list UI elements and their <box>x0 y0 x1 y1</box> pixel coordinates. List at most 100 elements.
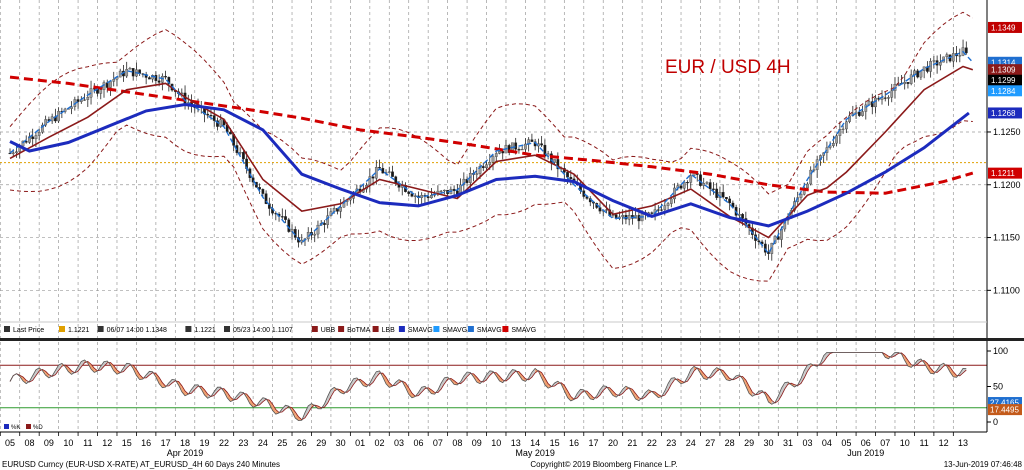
candle-body <box>164 76 167 78</box>
legend-swatch <box>4 326 10 332</box>
oscillator-tick-label: 50 <box>993 382 1003 392</box>
date-tick-label: 25 <box>277 438 287 448</box>
candle-body <box>280 216 284 218</box>
oscillator-fill <box>204 389 208 399</box>
price-tag-label: 1.1211 <box>991 169 1015 178</box>
candle-body <box>656 209 660 211</box>
candle-body <box>407 191 411 194</box>
oscillator-tag-box <box>988 397 1022 409</box>
oscillator-fill <box>408 387 412 398</box>
oscillator-fill <box>236 392 241 400</box>
oscillator-fill <box>800 370 805 384</box>
candle-body <box>621 215 625 218</box>
candle-body <box>870 101 874 108</box>
oscillator-fill <box>168 379 173 386</box>
candle-body <box>452 188 456 191</box>
candle-body <box>958 55 962 57</box>
oscillator-fill <box>22 377 27 384</box>
candle-body <box>394 176 398 184</box>
date-tick-label: 23 <box>238 438 248 448</box>
date-tick-label: 07 <box>880 438 890 448</box>
oscillator-fill <box>249 397 254 408</box>
candle-body <box>540 143 543 146</box>
month-labels: Apr 2019 May 2019 Jun 2019 <box>167 448 885 458</box>
oscillator-tag-label: 17.4495 <box>990 406 1019 415</box>
oscillator-fill <box>778 388 782 401</box>
oscillator-fill <box>100 361 105 370</box>
oscillator-fill <box>587 391 591 399</box>
oscillator-fill <box>554 381 558 386</box>
bollinger-upper-band <box>9 11 974 195</box>
oscillator-fill <box>81 359 85 367</box>
candle-body <box>491 156 495 163</box>
legend-swatch <box>97 326 104 332</box>
candle-body <box>530 139 534 142</box>
candle-body <box>738 214 741 216</box>
horizontal-grid <box>0 131 987 291</box>
price-tag-box <box>988 85 1022 97</box>
oscillator-fill <box>58 363 62 371</box>
candle-body <box>660 209 663 211</box>
oscillator-fill <box>214 387 218 396</box>
oscillator-fill <box>227 392 231 402</box>
date-tick-label: 31 <box>783 438 793 448</box>
date-tick-label: 24 <box>258 438 268 448</box>
candle-body <box>822 152 826 156</box>
oscillator-fill <box>473 373 477 383</box>
price-tag-label: 1.1309 <box>991 66 1016 75</box>
candle-body <box>712 188 715 190</box>
date-tick-label: 27 <box>705 438 715 448</box>
candle-body <box>41 124 44 133</box>
panel-divider <box>0 338 1024 341</box>
price-tick-label: 1.1100 <box>993 285 1020 295</box>
chart-title: EUR / USD 4H <box>665 57 791 78</box>
date-tick-label: 19 <box>199 438 209 448</box>
oscillator-fill <box>107 361 111 366</box>
date-tick-label: 12 <box>102 438 112 448</box>
legend-swatch <box>311 326 318 332</box>
date-tick-label: 30 <box>764 438 774 448</box>
candle-body <box>339 207 343 212</box>
candle-body <box>439 190 443 192</box>
date-tick-label: 03 <box>394 438 404 448</box>
candle-body <box>264 193 268 204</box>
footer-right: 13-Jun-2019 07:46:48 <box>944 460 1023 469</box>
oscillator-fill <box>136 369 140 380</box>
candle-body <box>34 135 38 140</box>
date-tick-label: 21 <box>627 438 637 448</box>
candle-body <box>663 205 667 210</box>
date-tick-label: 30 <box>336 438 346 448</box>
date-tick-label: 11 <box>83 438 92 448</box>
price-tag-box <box>988 167 1022 179</box>
legend-swatch <box>59 326 65 332</box>
legend-label: SMAVG <box>477 327 502 334</box>
oscillator-fill <box>541 372 545 385</box>
candle-body <box>725 196 728 200</box>
candle-body <box>767 252 770 254</box>
oscillator-fill <box>823 352 827 362</box>
stoch-k-line <box>9 351 967 422</box>
candle-body <box>517 149 521 151</box>
candle-body <box>666 203 670 206</box>
candle-body <box>776 236 780 240</box>
oscillator-fill <box>395 379 399 386</box>
candle-body <box>219 119 223 127</box>
month-label: Apr 2019 <box>167 448 204 458</box>
oscillator-fill <box>68 367 72 375</box>
candle-body <box>209 115 213 117</box>
date-tick-label: 07 <box>433 438 443 448</box>
candle-body <box>741 214 744 219</box>
oscillator-fill <box>382 373 387 384</box>
date-tick-label: 18 <box>180 438 190 448</box>
oscillator-fill <box>405 382 409 395</box>
date-tick-label: 14 <box>530 438 540 448</box>
candle-body <box>206 113 210 116</box>
month-label: May 2019 <box>515 448 555 458</box>
candle-body <box>566 172 569 178</box>
candle-body <box>637 215 641 222</box>
oscillator-fill <box>531 368 536 378</box>
oscillator-tag-label: 27.4165 <box>990 399 1019 408</box>
price-tag-label: 1.1314 <box>991 58 1016 67</box>
candle-body <box>109 81 112 88</box>
date-tick-label: 13 <box>511 438 521 448</box>
